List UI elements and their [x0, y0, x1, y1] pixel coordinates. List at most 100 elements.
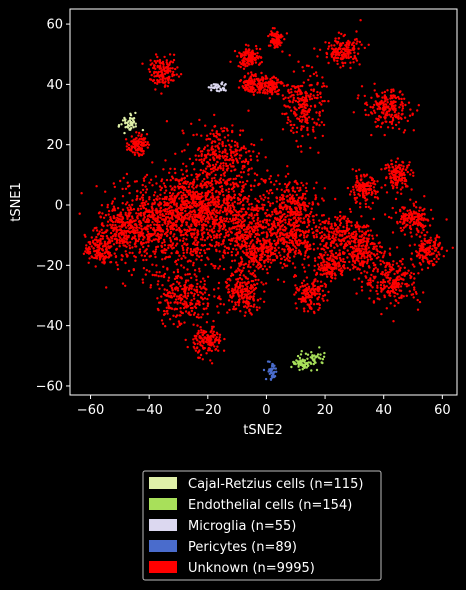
data-point — [278, 203, 282, 206]
data-point — [121, 282, 125, 285]
data-point — [391, 263, 395, 266]
data-point — [234, 177, 237, 180]
data-point — [290, 234, 293, 237]
data-point — [191, 235, 194, 239]
data-point — [116, 268, 120, 271]
data-point — [186, 243, 189, 246]
data-point — [161, 197, 164, 201]
data-point — [184, 273, 187, 276]
data-point — [170, 286, 174, 290]
data-point — [369, 207, 372, 210]
data-point — [156, 297, 159, 300]
data-point — [231, 287, 234, 291]
data-point — [175, 280, 179, 283]
data-point — [232, 305, 236, 308]
data-point — [205, 352, 208, 355]
data-point — [307, 264, 310, 267]
data-point — [191, 185, 194, 188]
data-point — [300, 292, 304, 295]
data-point — [196, 254, 199, 257]
data-point — [233, 196, 236, 200]
data-point — [214, 190, 218, 193]
data-point — [237, 304, 240, 307]
data-point — [206, 215, 210, 218]
data-point — [426, 266, 430, 270]
data-point — [312, 303, 316, 306]
data-point — [358, 168, 361, 171]
data-point — [202, 209, 205, 212]
data-point — [295, 181, 298, 185]
data-point — [396, 271, 399, 274]
data-point — [410, 258, 413, 261]
data-point — [288, 223, 291, 226]
data-point — [420, 240, 423, 243]
data-point — [107, 209, 111, 213]
data-point — [412, 296, 415, 299]
data-point — [413, 277, 416, 280]
data-point — [412, 272, 416, 276]
data-point — [208, 243, 212, 246]
data-point — [173, 237, 177, 241]
data-point — [190, 276, 193, 280]
data-point — [311, 202, 315, 206]
data-point — [184, 310, 188, 313]
data-point — [242, 228, 246, 232]
data-point — [302, 217, 305, 220]
data-point — [250, 212, 253, 215]
data-point — [187, 201, 190, 205]
data-point — [241, 288, 244, 291]
data-point — [376, 284, 379, 287]
data-point — [353, 196, 356, 200]
data-point — [104, 190, 107, 193]
data-point — [371, 286, 374, 289]
data-point — [211, 164, 215, 167]
data-point — [319, 223, 322, 226]
data-point — [305, 244, 309, 247]
data-point — [206, 297, 209, 301]
data-point — [222, 194, 225, 197]
data-point — [118, 242, 121, 245]
data-point — [218, 157, 221, 160]
data-point — [151, 209, 154, 212]
data-point — [260, 231, 264, 235]
data-point — [223, 337, 226, 341]
data-point — [147, 235, 151, 238]
data-point — [249, 158, 253, 162]
data-point — [95, 235, 98, 239]
data-point — [401, 257, 404, 261]
data-point — [299, 239, 302, 242]
data-point — [247, 305, 250, 308]
data-point — [223, 126, 226, 130]
data-point — [142, 179, 146, 182]
data-point — [106, 220, 110, 223]
data-point — [151, 203, 154, 206]
data-point — [170, 212, 173, 216]
data-point — [180, 216, 184, 219]
data-point — [238, 245, 241, 248]
data-point — [250, 227, 254, 231]
data-point — [244, 231, 247, 234]
data-point — [161, 249, 164, 252]
data-point — [399, 226, 402, 230]
data-point — [235, 217, 238, 220]
data-point — [399, 188, 403, 191]
data-point — [379, 283, 383, 287]
data-point — [213, 230, 216, 233]
data-point — [349, 237, 352, 240]
data-point — [264, 239, 267, 242]
data-point — [156, 211, 159, 214]
data-point — [369, 279, 372, 282]
data-point — [401, 182, 404, 185]
data-point — [376, 297, 379, 300]
data-point — [332, 232, 335, 235]
data-point — [286, 199, 289, 202]
data-point — [407, 214, 411, 217]
data-point — [437, 257, 440, 261]
data-point — [180, 194, 183, 197]
data-point — [295, 212, 299, 215]
data-point — [398, 177, 401, 181]
data-point — [315, 302, 319, 306]
data-point — [190, 253, 193, 256]
data-point — [119, 179, 122, 183]
data-point — [275, 212, 278, 215]
